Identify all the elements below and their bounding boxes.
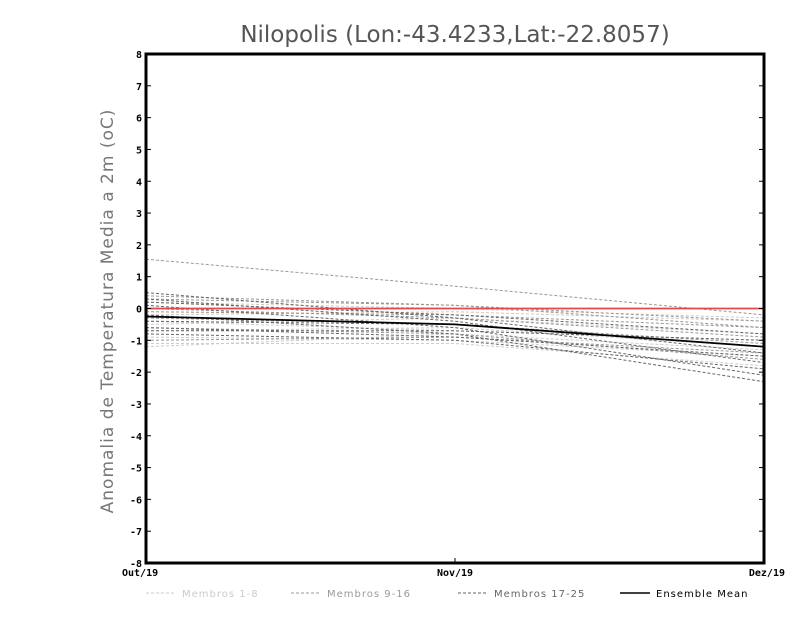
y-tick-label: 7 — [136, 82, 142, 93]
y-tick-label: -7 — [130, 527, 142, 538]
y-tick-label: -3 — [130, 400, 142, 411]
y-tick-label: 0 — [136, 305, 142, 316]
member-line-14 — [145, 327, 765, 360]
member-line-7 — [145, 327, 765, 348]
legend: Membros 1-8 Membros 9-16 Membros 17-25 Ense… — [146, 589, 748, 600]
plot-lines — [145, 258, 765, 383]
legend-label: Ensemble Mean — [656, 589, 748, 600]
y-tick-label: 5 — [136, 145, 142, 156]
y-tick-label: -8 — [130, 559, 142, 570]
y-tick-label: -4 — [130, 432, 142, 443]
y-tick-label: 3 — [136, 209, 142, 220]
member-line-18 — [145, 298, 765, 364]
member-line-2 — [146, 343, 765, 367]
legend-label: Membros 17-25 — [494, 589, 585, 600]
y-tick-label: 1 — [136, 273, 142, 284]
legend-label: Membros 9-16 — [327, 589, 411, 600]
x-tick-label: Dez/19 — [749, 568, 785, 579]
member-line-5 — [145, 311, 765, 322]
member-line-10 — [145, 295, 765, 329]
x-tick-label: Out/19 — [122, 568, 158, 579]
member-line-23 — [146, 330, 765, 341]
y-tick-label: -5 — [130, 464, 142, 475]
y-tick-label: -2 — [130, 368, 142, 379]
member-line-16 — [145, 308, 765, 338]
member-line-22 — [145, 327, 765, 357]
member-line-1 — [145, 333, 765, 351]
member-line-4 — [145, 317, 765, 335]
member-line-17 — [145, 292, 765, 354]
member-line-15 — [145, 336, 765, 354]
y-tick-label: 8 — [136, 50, 142, 61]
y-tick-label: 4 — [136, 177, 142, 188]
member-line-9 — [145, 258, 765, 316]
member-line-6 — [145, 301, 765, 319]
member-line-11 — [145, 298, 765, 322]
y-tick-label: 6 — [136, 114, 142, 125]
ensemble-mean-line — [145, 315, 765, 348]
x-tick-label: Nov/19 — [437, 568, 473, 579]
y-tick-label: -6 — [130, 495, 142, 506]
member-line-12 — [145, 311, 765, 329]
y-tick-label: -1 — [130, 336, 142, 347]
legend-label: Membros 1-8 — [182, 589, 259, 600]
member-line-25 — [145, 333, 765, 370]
y-axis-label: Anomalia de Temperatura Media a 2m (oC) — [98, 109, 118, 514]
chart-title: Nilopolis (Lon:-43.4233,Lat:-22.8057) — [240, 22, 669, 48]
y-tick-label: 2 — [136, 241, 142, 252]
member-line-24 — [145, 301, 765, 335]
